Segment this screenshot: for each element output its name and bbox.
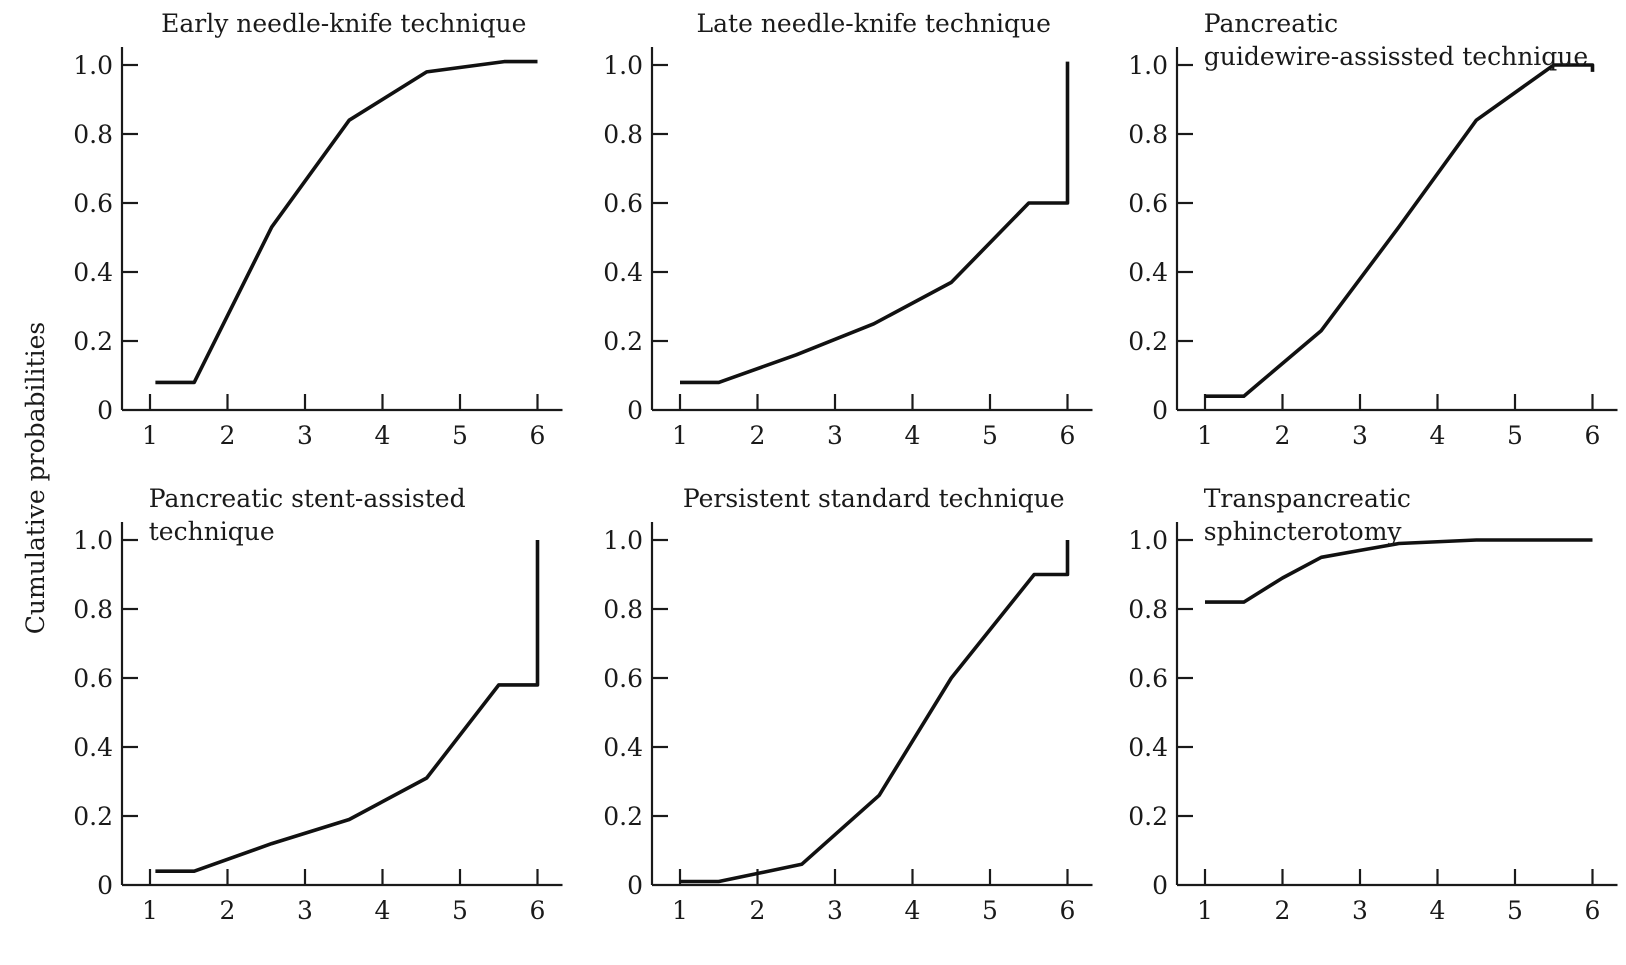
series-line-1 xyxy=(155,59,538,385)
chart-title: Pancreatic guidewire-assissted technique xyxy=(1204,9,1588,71)
series-line-1 xyxy=(1205,63,1595,398)
chart-title: Early needle-knife technique xyxy=(161,9,526,38)
chart-title: Pancreatic stent-assisted technique xyxy=(149,484,466,546)
y-tick-label: 0.6 xyxy=(603,189,643,218)
y-tick-label: 0.2 xyxy=(73,327,113,356)
x-tick-label: 6 xyxy=(1060,896,1076,925)
y-tick-label: 0 xyxy=(97,396,113,425)
x-tick-label: 4 xyxy=(375,421,391,450)
x-tick-label: 1 xyxy=(142,421,158,450)
y-tick-label: 1.0 xyxy=(1128,526,1168,555)
chart-title: Transpancreatic sphincterotomy xyxy=(1204,484,1411,546)
y-tick-label: 0.2 xyxy=(603,802,643,831)
x-tick-label: 2 xyxy=(1275,896,1291,925)
x-tick-label: 4 xyxy=(375,896,391,925)
y-tick-label: 0.6 xyxy=(73,189,113,218)
chart-panel-4: 1 2 3 4 5 6 0 0.2 0.4 0.6 0.8 1.0 Pancreatic stent-a… xyxy=(73,484,563,925)
y-tick-label: 0 xyxy=(1152,396,1168,425)
x-tick-label: 1 xyxy=(1197,896,1213,925)
x-tick-label: 3 xyxy=(297,896,313,925)
x-tick-label: 5 xyxy=(982,421,998,450)
y-tick-label: 1.0 xyxy=(603,51,643,80)
y-tick-label: 0 xyxy=(627,396,643,425)
y-tick-label: 0.2 xyxy=(603,327,643,356)
x-tick-label: 3 xyxy=(1352,421,1368,450)
y-tick-label: 0.6 xyxy=(73,664,113,693)
chart-title: Persistent standard technique xyxy=(683,484,1065,513)
x-tick-label: 4 xyxy=(905,421,921,450)
x-tick-label: 2 xyxy=(750,896,766,925)
x-tick-label: 4 xyxy=(1430,896,1446,925)
y-tick-label: 0.4 xyxy=(603,258,643,287)
y-tick-label: 0.8 xyxy=(603,120,643,149)
y-tick-label: 1.0 xyxy=(603,526,643,555)
y-tick-label: 1.0 xyxy=(73,526,113,555)
x-tick-label: 3 xyxy=(827,896,843,925)
x-tick-label: 5 xyxy=(982,896,998,925)
x-tick-label: 3 xyxy=(1352,896,1368,925)
y-tick-label: 0.6 xyxy=(1128,189,1168,218)
y-tick-label: 1.0 xyxy=(1128,51,1168,80)
y-tick-label: 0 xyxy=(1152,871,1168,900)
x-tick-label: 1 xyxy=(142,896,158,925)
y-tick-label: 0.4 xyxy=(1128,258,1168,287)
y-tick-label: 0.2 xyxy=(1128,327,1168,356)
y-tick-label: 0.2 xyxy=(1128,802,1168,831)
x-tick-label: 5 xyxy=(1507,896,1523,925)
y-tick-label: 0 xyxy=(97,871,113,900)
y-tick-label: 0.8 xyxy=(73,120,113,149)
x-tick-label: 6 xyxy=(530,421,546,450)
y-tick-label: 0.8 xyxy=(603,595,643,624)
series-line-1 xyxy=(1205,538,1593,604)
chart-panel-3: 1 2 3 4 5 6 0 0.2 0.4 0.6 0.8 1.0 Pancreatic guidewir… xyxy=(1128,9,1618,450)
x-tick-label: 1 xyxy=(672,421,688,450)
x-tick-label: 2 xyxy=(1275,421,1291,450)
x-tick-label: 2 xyxy=(220,421,236,450)
chart-panel-6: 1 2 3 4 5 6 0 0.2 0.4 0.6 0.8 1.0 Transpancreatic sph… xyxy=(1128,484,1618,925)
y-axis-label: Cumulative probabilities xyxy=(21,322,50,634)
y-tick-label: 0.8 xyxy=(73,595,113,624)
y-tick-label: 0 xyxy=(627,871,643,900)
x-tick-label: 2 xyxy=(220,896,236,925)
chart-title: Late needle-knife technique xyxy=(697,9,1051,38)
y-tick-label: 0.4 xyxy=(73,733,113,762)
x-tick-label: 1 xyxy=(672,896,688,925)
x-tick-label: 1 xyxy=(1197,421,1213,450)
y-tick-label: 0.2 xyxy=(73,802,113,831)
x-tick-label: 5 xyxy=(452,896,468,925)
panels-container: 1 2 3 4 5 6 0 0.2 0.4 0.6 0.8 1.0 Early needle-knife… xyxy=(73,9,1618,925)
chart-panel-1: 1 2 3 4 5 6 0 0.2 0.4 0.6 0.8 1.0 Early needle-knife… xyxy=(73,9,563,450)
x-tick-label: 4 xyxy=(1430,421,1446,450)
x-tick-label: 3 xyxy=(827,421,843,450)
y-tick-label: 0.6 xyxy=(1128,664,1168,693)
x-tick-label: 2 xyxy=(750,421,766,450)
x-tick-label: 4 xyxy=(905,896,921,925)
y-tick-label: 1.0 xyxy=(73,51,113,80)
series-line-1 xyxy=(155,540,540,873)
y-tick-label: 0.4 xyxy=(73,258,113,287)
x-tick-label: 5 xyxy=(1507,421,1523,450)
x-tick-label: 3 xyxy=(297,421,313,450)
y-tick-label: 0.4 xyxy=(603,733,643,762)
x-tick-label: 6 xyxy=(1585,421,1601,450)
y-tick-label: 0.4 xyxy=(1128,733,1168,762)
chart-panel-5: 1 2 3 4 5 6 0 0.2 0.4 0.6 0.8 1.0 Persistent standar… xyxy=(603,484,1093,925)
series-line-1 xyxy=(680,61,1070,385)
x-tick-label: 6 xyxy=(1585,896,1601,925)
y-tick-label: 0.6 xyxy=(603,664,643,693)
x-tick-label: 6 xyxy=(1060,421,1076,450)
chart-panel-2: 1 2 3 4 5 6 0 0.2 0.4 0.6 0.8 1.0 Late needle-knife … xyxy=(603,9,1093,450)
y-tick-label: 0.8 xyxy=(1128,595,1168,624)
series-line-1 xyxy=(680,540,1070,884)
x-tick-label: 6 xyxy=(530,896,546,925)
y-tick-label: 0.8 xyxy=(1128,120,1168,149)
x-tick-label: 5 xyxy=(452,421,468,450)
